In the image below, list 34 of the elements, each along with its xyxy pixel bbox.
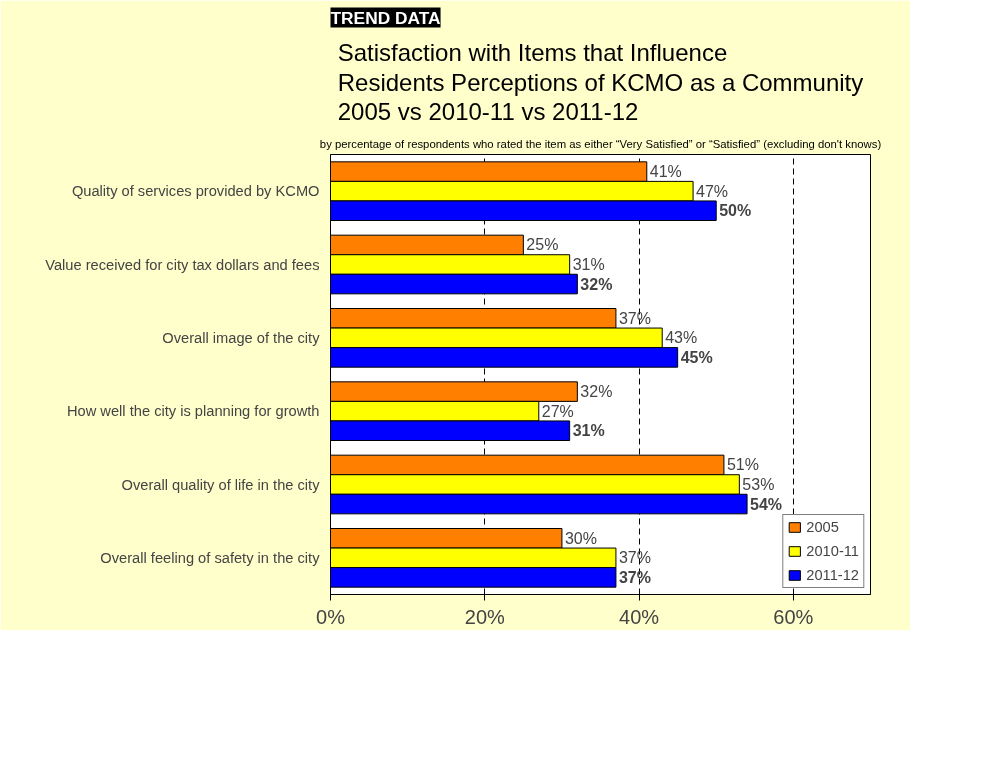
y-tick-label: How well the city is planning for growth <box>66 403 320 420</box>
data-label: 25% <box>526 236 559 254</box>
x-tick-label: 60% <box>773 605 814 628</box>
data-label: 27% <box>541 402 574 420</box>
data-label: 53% <box>742 476 775 493</box>
y-tick-label: Quality of services provided by KCMO <box>71 183 320 200</box>
x-tick-label: 20% <box>464 605 506 628</box>
x-tick-label: 40% <box>619 605 660 628</box>
data-label: 32% <box>580 275 613 293</box>
data-label: 45% <box>680 348 713 366</box>
chart-subtitle: by percentage of respondents who rated the item as either “Very Satisfied” or “Satisfied” (excluding don't knows) <box>319 137 882 150</box>
data-label: 37% <box>618 568 651 586</box>
data-label: 41% <box>649 163 682 181</box>
data-label: 31% <box>572 256 605 273</box>
data-label: 43% <box>665 329 698 347</box>
data-label: 30% <box>564 529 597 547</box>
x-tick-label: 0% <box>316 605 346 628</box>
y-tick-label: Value received for city tax dollars and fees <box>45 256 320 273</box>
data-label: 47% <box>696 182 729 200</box>
y-tick-label: Overall quality of life in the city <box>121 476 321 493</box>
y-tick-label: Overall image of the city <box>162 329 321 346</box>
legend-label: 2010-11 <box>806 543 859 559</box>
legend-label: 2005 <box>806 519 839 535</box>
data-label: 54% <box>750 495 783 513</box>
chart-title: Satisfaction with Items that Influence Residents Perceptions of KCMO as a Community 2005 vs 2010-11 vs 2011-12 <box>337 39 864 126</box>
data-label: 50% <box>719 202 752 220</box>
data-label: 32% <box>580 383 613 401</box>
data-label: 31% <box>572 422 605 440</box>
data-label: 37% <box>618 309 651 327</box>
y-tick-label: Overall feeling of safety in the city <box>100 549 321 566</box>
data-label: 51% <box>726 456 759 474</box>
text: TREND DATA <box>330 7 442 28</box>
legend-label: 2011-12 <box>806 567 859 583</box>
data-label: 37% <box>618 549 651 567</box>
